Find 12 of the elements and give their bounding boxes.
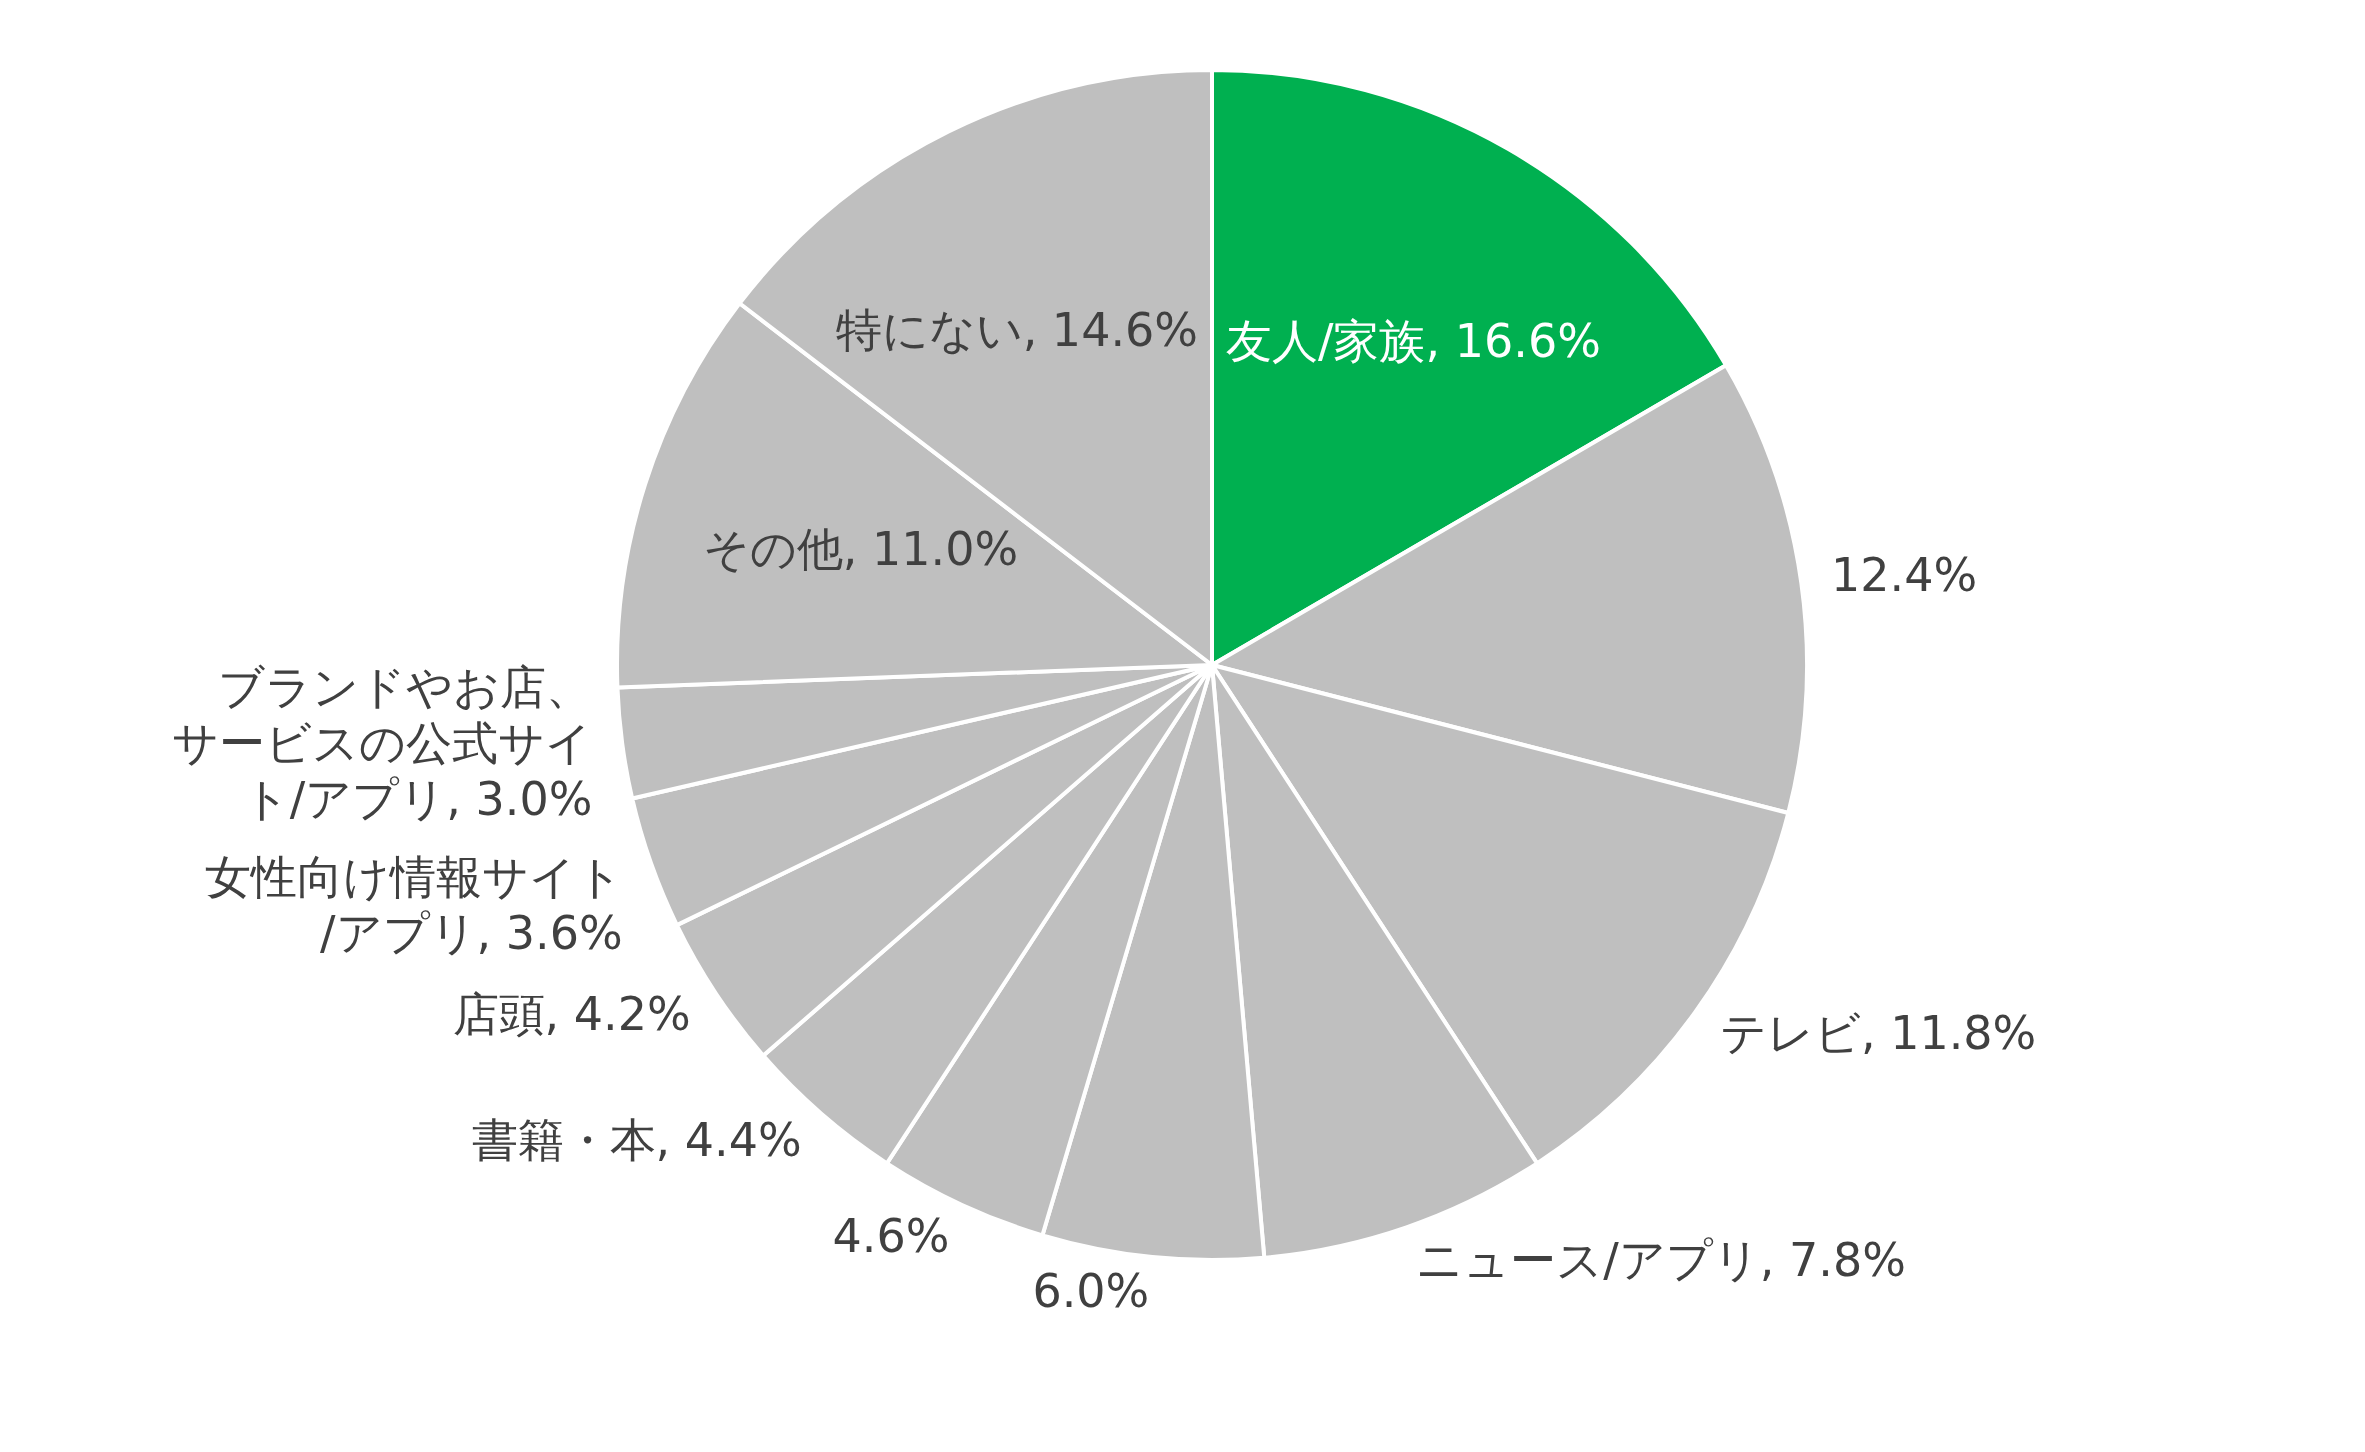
slice-label: 女性向け情報サイト/アプリ, 3.6% <box>204 849 623 960</box>
slice-label: その他, 11.0% <box>702 522 1019 577</box>
data-label: 4.6% <box>832 1209 950 1264</box>
slice-label: ニュース/アプリ, 7.8% <box>1416 1232 1906 1287</box>
slice-label: ブランドやお店、サービスの公式サイト/アプリ, 3.0% <box>172 660 593 827</box>
slice-label: 店頭, 4.2% <box>452 986 691 1041</box>
slice-label: 特にない, 14.6% <box>835 303 1198 358</box>
slice-label: テレビ, 11.8% <box>1719 1006 2037 1061</box>
data-label: 6.0% <box>1032 1263 1150 1318</box>
slice-label: 書籍・本, 4.4% <box>471 1113 802 1168</box>
slice-label: 友人/家族, 16.6% <box>1226 314 1601 369</box>
data-label: 12.4% <box>1831 547 1978 602</box>
